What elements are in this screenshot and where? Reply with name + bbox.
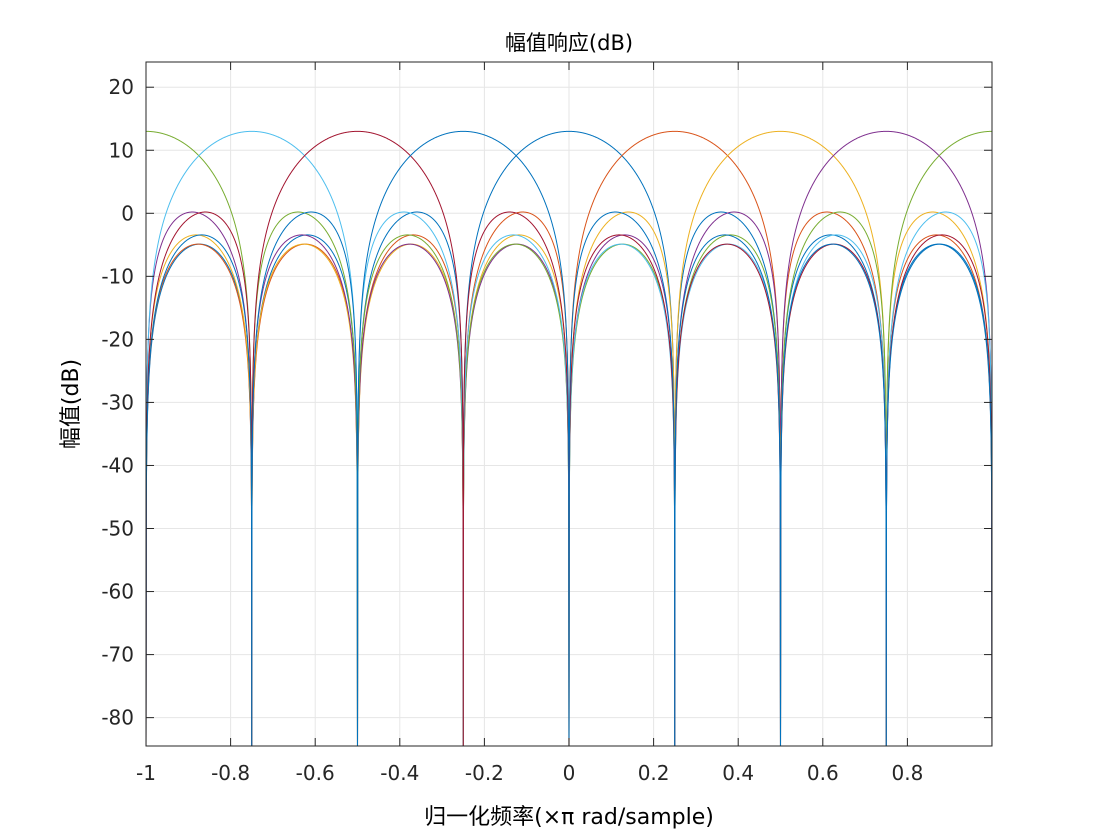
y-tick-label: -10: [101, 264, 134, 288]
series-line-6: [146, 130, 992, 746]
x-tick-label: -0.6: [296, 761, 335, 785]
x-tick-label: 0.4: [722, 761, 754, 785]
y-tick-label: -20: [101, 327, 134, 351]
x-tick-label: -0.8: [211, 761, 250, 785]
series-line-3: [146, 130, 992, 746]
series-line-4: [146, 130, 992, 746]
y-tick-label: -40: [101, 453, 134, 477]
series-line-7: [146, 130, 992, 746]
x-tick-labels: -1 -0.8 -0.6 -0.4 -0.2 0 0.2 0.4 0.6 0.8: [136, 761, 923, 785]
x-tick-label: -1: [136, 761, 156, 785]
x-axis-label: 归一化频率(×π rad/sample): [424, 805, 714, 830]
curve-layer: [146, 130, 992, 746]
y-tick-label: 10: [109, 138, 134, 162]
y-tick-label: -30: [101, 390, 134, 414]
series-line-5: [146, 130, 992, 746]
y-axis-label: 幅值(dB): [59, 359, 84, 449]
x-tick-label: 0.8: [891, 761, 923, 785]
y-tick-label: 0: [121, 201, 134, 225]
y-tick-label: -70: [101, 643, 134, 667]
series-line-2: [146, 130, 992, 746]
y-tick-label: -50: [101, 517, 134, 541]
x-tick-label: 0.2: [638, 761, 670, 785]
x-tick-label: -0.4: [380, 761, 419, 785]
y-tick-label: 20: [109, 75, 134, 99]
y-tick-label: -80: [101, 706, 134, 730]
x-tick-label: -0.2: [465, 761, 504, 785]
y-tick-labels: 20 10 0 -10 -20 -30 -40 -50 -60 -70 -80: [101, 75, 134, 729]
series-line-8: [146, 130, 992, 746]
tick-marks: [145, 62, 992, 746]
x-tick-label: 0.6: [807, 761, 839, 785]
chart-title: 幅值响应(dB): [505, 31, 633, 55]
x-tick-label: 0: [563, 761, 576, 785]
y-tick-label: -60: [101, 580, 134, 604]
series-line-1: [146, 130, 992, 746]
